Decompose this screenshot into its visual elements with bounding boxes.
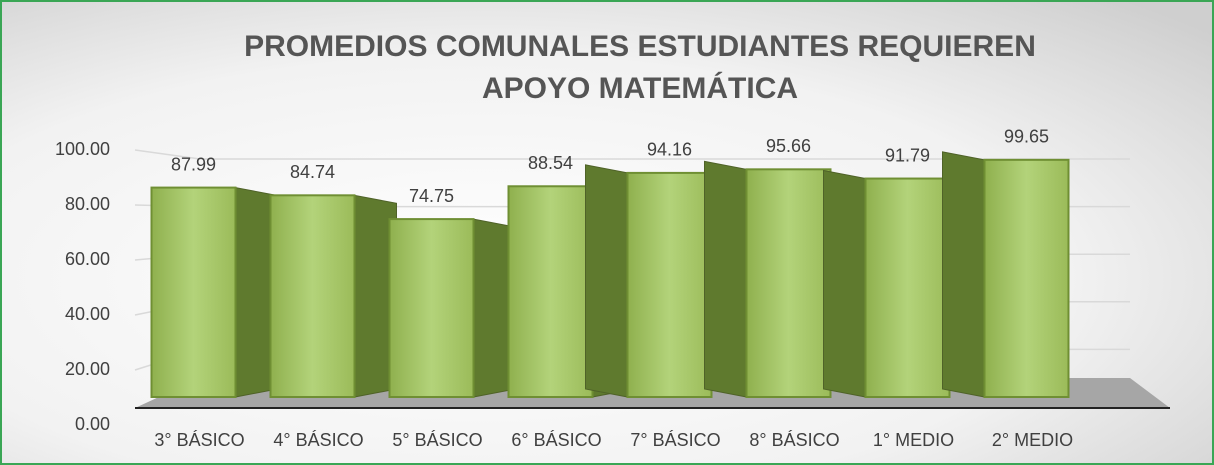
bar [507,185,594,398]
bar [626,171,713,398]
y-tick-label: 40.00 [65,304,110,324]
bar [150,186,237,398]
data-label: 99.65 [1004,127,1049,147]
x-tick-label: 4° BÁSICO [273,430,363,450]
bar [983,158,1070,398]
x-tick-label: 6° BÁSICO [511,430,601,450]
bar [864,177,951,398]
y-tick-label: 80.00 [65,194,110,214]
x-tick-label: 2° MEDIO [992,430,1073,450]
data-label: 84.74 [290,162,335,182]
x-tick-label: 8° BÁSICO [749,430,839,450]
data-label: 87.99 [171,154,216,174]
data-label: 95.66 [766,136,811,156]
y-tick-label: 20.00 [65,359,110,379]
chart-title: PROMEDIOS COMUNALES ESTUDIANTES REQUIERE… [244,30,1036,105]
data-label: 94.16 [647,140,692,160]
x-tick-label: 3° BÁSICO [154,430,244,450]
y-tick-label: 0.00 [75,414,110,434]
y-tick-label: 60.00 [65,249,110,269]
bar [745,168,832,398]
data-label: 88.54 [528,153,573,173]
x-tick-label: 7° BÁSICO [630,430,720,450]
bar-side [585,164,628,398]
bar-side [823,169,866,398]
bar [269,194,356,398]
data-label: 74.75 [409,186,454,206]
bar-side [942,151,985,398]
grid-line [134,149,1130,160]
x-tick-label: 1° MEDIO [873,430,954,450]
bar [388,218,475,398]
data-label: 91.79 [885,145,930,165]
x-tick-label: 5° BÁSICO [392,430,482,450]
y-tick-label: 100.00 [55,139,110,159]
bar-side [704,160,747,398]
